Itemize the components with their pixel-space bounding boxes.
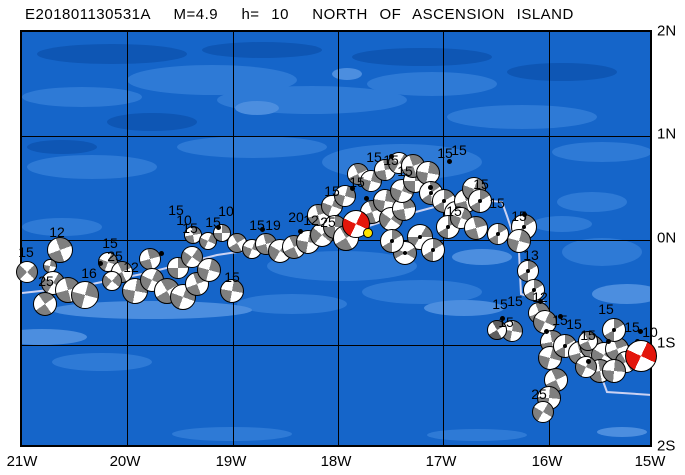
bathymetry-patch (427, 429, 527, 441)
bathymetry-patch (597, 427, 647, 437)
plate-boundary-line (553, 351, 650, 396)
longitude-tick-label: 15W (634, 453, 666, 470)
bathymetry-patch (52, 301, 252, 319)
bathymetry-patch (452, 249, 512, 265)
bathymetry-patch (235, 101, 279, 115)
latitude-tick-label: 2S (657, 437, 676, 455)
longitude-tick-label: 18W (320, 453, 352, 470)
meridian-grid-line (443, 32, 444, 445)
map-canvas (20, 30, 652, 447)
bathymetry-patch (52, 353, 152, 371)
bathymetry-patch (172, 427, 292, 441)
longitude-tick-label: 17W (425, 453, 457, 470)
parallel-grid-line (22, 240, 650, 241)
bathymetry-patch (107, 113, 197, 131)
bathymetry-patch (22, 218, 102, 236)
bathymetry-patch (557, 192, 627, 212)
bathymetry-patch (237, 294, 347, 314)
longitude-tick-label: 16W (531, 453, 563, 470)
bathymetry-patch (37, 44, 187, 64)
latitude-tick-label: 1N (657, 125, 677, 143)
bathymetry-patch (22, 329, 87, 345)
meridian-grid-line (233, 32, 234, 445)
latitude-tick-label: 1S (657, 334, 676, 352)
bathymetry-patch (177, 136, 327, 158)
bathymetry-patch (352, 48, 492, 66)
bathymetry-patch (322, 144, 482, 180)
bathymetry-patch (507, 63, 617, 81)
longitude-tick-label: 19W (215, 453, 247, 470)
latitude-tick-label: 2N (657, 22, 677, 40)
bathymetry-patch (424, 300, 504, 316)
bathymetry-patch (22, 87, 142, 107)
meridian-grid-line (549, 32, 550, 445)
meridian-grid-line (127, 32, 128, 445)
longitude-tick-label: 21W (6, 453, 38, 470)
bathymetry-patch (447, 105, 597, 129)
bathymetry-patch (562, 238, 642, 266)
bathymetry-patch (552, 142, 650, 162)
bathymetry-patch (202, 42, 322, 58)
bathymetry-patch (592, 284, 650, 304)
plot-title: E201801130531A M=4.9 h= 10 NORTH OF ASCE… (25, 6, 574, 23)
plate-boundary-line (22, 198, 473, 294)
longitude-tick-label: 20W (109, 453, 141, 470)
bathymetry-patch (332, 68, 362, 80)
bathymetry-patch (27, 140, 97, 154)
latitude-tick-label: 0N (657, 229, 677, 247)
bathymetry-patch (267, 251, 417, 281)
parallel-grid-line (22, 136, 650, 137)
bathymetry-patch (27, 155, 157, 179)
bathymetry-patch (532, 216, 592, 232)
parallel-grid-line (22, 345, 650, 346)
meridian-grid-line (338, 32, 339, 445)
bathymetry-patch (367, 72, 497, 96)
